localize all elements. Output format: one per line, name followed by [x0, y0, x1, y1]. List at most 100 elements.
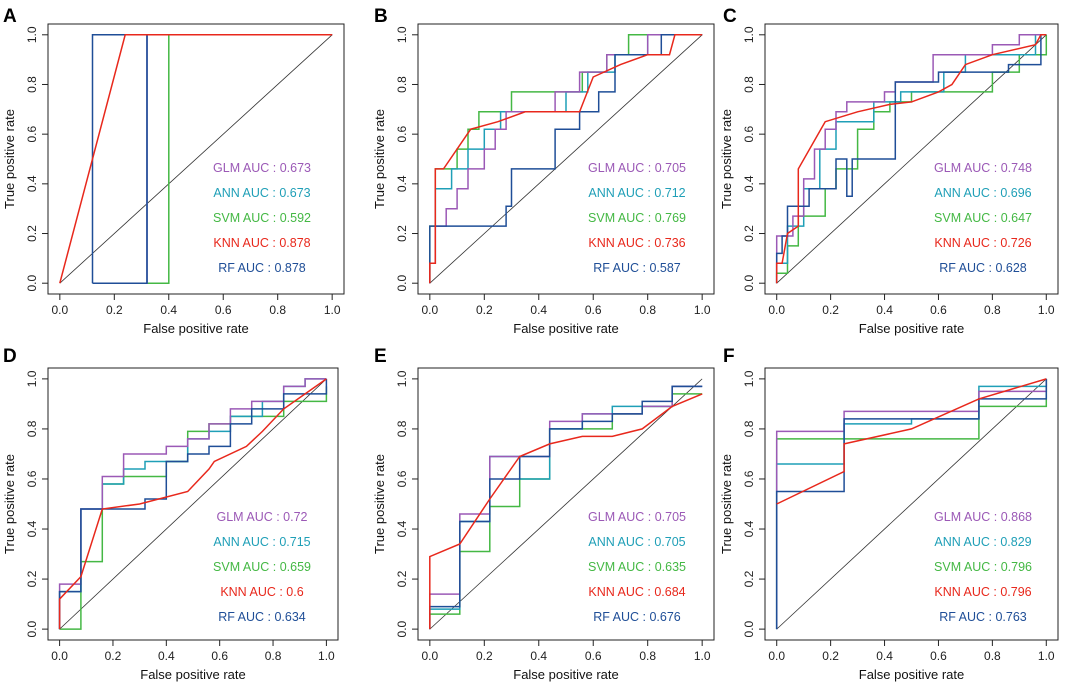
auc-label-svm: SVM AUC : 0.635 [588, 560, 686, 574]
x-tick-label: 0.6 [215, 303, 232, 317]
y-tick-label: 0.0 [742, 275, 756, 292]
roc-curve-rf [58, 378, 328, 630]
x-tick-label: 1.0 [694, 649, 711, 663]
x-tick-label: 0.6 [211, 649, 228, 663]
x-tick-label: 0.4 [530, 649, 547, 663]
y-axis-title: True positive rate [2, 454, 17, 554]
diagonal-reference-line [59, 378, 327, 630]
x-tick-label: 1.0 [1038, 649, 1055, 663]
y-tick-label: 0.8 [395, 76, 409, 93]
y-tick-label: 0.2 [25, 225, 39, 242]
auc-label-rf: RF AUC : 0.763 [939, 610, 1027, 624]
auc-label-knn: KNN AUC : 0.6 [220, 585, 303, 599]
panel-letter: F [723, 346, 735, 367]
y-tick-label: 0.6 [25, 125, 39, 142]
panel-letter: B [374, 6, 388, 27]
plot-frame [764, 367, 1059, 641]
diagonal-reference-line [776, 34, 1047, 284]
auc-label-ann: ANN AUC : 0.715 [213, 535, 310, 549]
x-tick-label: 0.8 [269, 303, 286, 317]
y-axis-title: True positive rate [719, 454, 734, 554]
x-axis-title: False positive rate [140, 667, 246, 682]
auc-label-rf: RF AUC : 0.628 [939, 261, 1027, 275]
roc-curve-knn [429, 34, 703, 284]
x-tick-label: 1.0 [318, 649, 335, 663]
auc-label-glm: GLM AUC : 0.705 [588, 161, 686, 175]
auc-label-svm: SVM AUC : 0.592 [213, 211, 311, 225]
y-tick-label: 0.0 [742, 620, 756, 637]
x-tick-label: 0.6 [930, 303, 947, 317]
panel-letter: A [3, 6, 17, 27]
plot-frame [47, 367, 339, 641]
x-tick-label: 0.4 [876, 303, 893, 317]
auc-label-rf: RF AUC : 0.676 [593, 610, 681, 624]
x-axis-title: False positive rate [513, 321, 619, 336]
y-tick-label: 0.6 [742, 470, 756, 487]
x-tick-label: 0.8 [984, 649, 1001, 663]
auc-label-rf: RF AUC : 0.878 [218, 261, 306, 275]
y-tick-label: 1.0 [742, 26, 756, 43]
auc-label-ann: ANN AUC : 0.829 [934, 535, 1031, 549]
y-tick-label: 1.0 [25, 26, 39, 43]
y-tick-label: 0.8 [395, 420, 409, 437]
y-tick-label: 1.0 [395, 370, 409, 387]
x-tick-label: 0.2 [822, 303, 839, 317]
y-tick-label: 0.0 [25, 275, 39, 292]
diagonal-reference-line [429, 34, 703, 284]
x-tick-label: 1.0 [1038, 303, 1055, 317]
x-tick-label: 0.0 [51, 303, 68, 317]
y-tick-label: 0.6 [25, 470, 39, 487]
auc-label-svm: SVM AUC : 0.647 [934, 211, 1032, 225]
y-tick-label: 0.2 [395, 570, 409, 587]
x-tick-label: 0.2 [822, 649, 839, 663]
y-tick-label: 0.2 [742, 225, 756, 242]
roc-panel-B: B 0.0 0.2 0.4 0.6 0.8 1.0 0.0 0.2 0.4 0.6 0.8 1.0 Fal… [372, 6, 715, 336]
y-tick-label: 0.2 [742, 570, 756, 587]
x-tick-label: 0.4 [160, 303, 177, 317]
y-tick-label: 0.4 [25, 520, 39, 537]
panel-letter: C [723, 6, 737, 27]
x-axis-title: False positive rate [513, 667, 619, 682]
y-tick-label: 0.6 [395, 470, 409, 487]
x-tick-label: 0.2 [106, 303, 123, 317]
y-tick-label: 0.4 [395, 175, 409, 192]
panel-letter: E [374, 346, 387, 367]
x-tick-label: 0.4 [530, 303, 547, 317]
roc-curve-knn [775, 34, 1047, 284]
y-tick-label: 0.4 [25, 175, 39, 192]
auc-label-ann: ANN AUC : 0.673 [213, 186, 310, 200]
auc-label-glm: GLM AUC : 0.673 [213, 161, 311, 175]
x-tick-label: 1.0 [324, 303, 341, 317]
y-tick-label: 0.6 [395, 125, 409, 142]
auc-label-glm: GLM AUC : 0.72 [216, 510, 307, 524]
y-tick-label: 0.4 [742, 175, 756, 192]
x-tick-label: 0.4 [158, 649, 175, 663]
y-tick-label: 0.2 [25, 570, 39, 587]
diagonal-reference-line [59, 34, 333, 284]
roc-curve-rf [429, 34, 703, 284]
y-tick-label: 0.4 [742, 520, 756, 537]
x-tick-label: 0.0 [421, 649, 438, 663]
panel-letter: D [3, 346, 17, 367]
roc-panel-A: A 0.0 0.2 0.4 0.6 0.8 1.0 0.0 0.2 0.4 0.6 0.8 1.0 Fal… [2, 6, 345, 336]
auc-label-glm: GLM AUC : 0.748 [934, 161, 1032, 175]
y-tick-label: 0.0 [395, 620, 409, 637]
x-tick-label: 0.0 [768, 649, 785, 663]
roc-panel-E: E 0.0 0.2 0.4 0.6 0.8 1.0 0.0 0.2 0.4 0.6 0.8 1.0 Fal… [372, 346, 715, 682]
x-axis-title: False positive rate [859, 321, 965, 336]
y-tick-label: 0.4 [395, 520, 409, 537]
x-tick-label: 0.8 [639, 649, 656, 663]
auc-label-knn: KNN AUC : 0.726 [934, 236, 1031, 250]
auc-label-knn: KNN AUC : 0.684 [588, 585, 685, 599]
roc-curve-rf [429, 385, 703, 630]
auc-label-rf: RF AUC : 0.587 [593, 261, 681, 275]
x-tick-label: 1.0 [694, 303, 711, 317]
y-axis-title: True positive rate [372, 454, 387, 554]
x-tick-label: 0.2 [476, 649, 493, 663]
plot-frame [417, 367, 715, 641]
roc-curve-knn [58, 378, 327, 630]
x-tick-label: 0.6 [585, 303, 602, 317]
auc-label-rf: RF AUC : 0.634 [218, 610, 306, 624]
x-tick-label: 0.2 [476, 303, 493, 317]
x-tick-label: 0.6 [585, 649, 602, 663]
